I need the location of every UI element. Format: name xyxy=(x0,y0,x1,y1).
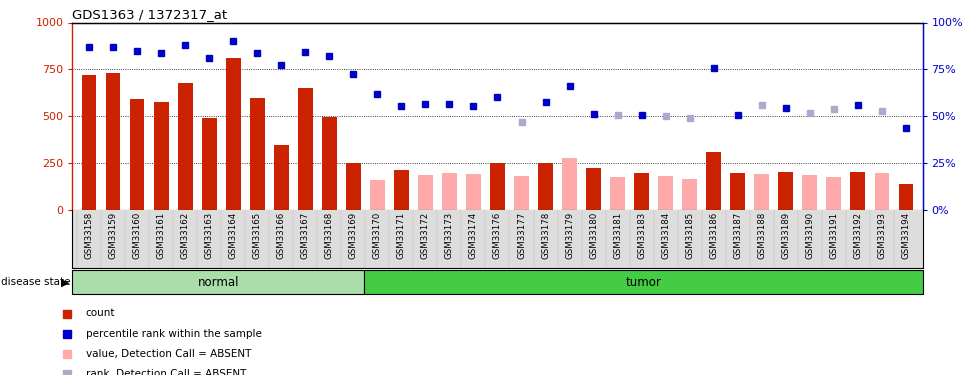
Text: GSM33165: GSM33165 xyxy=(253,212,262,259)
Bar xyxy=(467,174,481,210)
Bar xyxy=(611,177,625,210)
Bar xyxy=(803,176,817,210)
Bar xyxy=(898,184,913,210)
Text: GSM33170: GSM33170 xyxy=(373,212,382,259)
Text: GSM33181: GSM33181 xyxy=(613,212,622,259)
Bar xyxy=(72,270,364,294)
Bar xyxy=(346,163,360,210)
Bar xyxy=(562,158,577,210)
Text: GSM33159: GSM33159 xyxy=(109,212,118,259)
Bar xyxy=(364,270,923,294)
Bar xyxy=(106,73,121,210)
Bar xyxy=(659,176,672,210)
Bar xyxy=(874,172,889,210)
Text: GSM33163: GSM33163 xyxy=(205,212,213,259)
Bar xyxy=(298,88,313,210)
Bar xyxy=(155,102,168,210)
Text: GSM33172: GSM33172 xyxy=(421,212,430,259)
Bar xyxy=(754,174,769,210)
Bar xyxy=(827,177,840,210)
Bar xyxy=(850,172,865,210)
Text: GSM33186: GSM33186 xyxy=(709,212,718,259)
Text: GSM33176: GSM33176 xyxy=(493,212,502,259)
Text: GSM33184: GSM33184 xyxy=(661,212,670,259)
Text: GSM33174: GSM33174 xyxy=(469,212,478,259)
Bar xyxy=(730,173,745,210)
Text: percentile rank within the sample: percentile rank within the sample xyxy=(86,329,262,339)
Text: disease state: disease state xyxy=(1,277,71,287)
Bar xyxy=(323,117,336,210)
Bar xyxy=(442,173,457,210)
Text: GSM33158: GSM33158 xyxy=(85,212,94,259)
Text: GSM33177: GSM33177 xyxy=(517,212,526,259)
Bar xyxy=(514,176,528,210)
Text: GSM33160: GSM33160 xyxy=(132,212,142,259)
Text: GSM33178: GSM33178 xyxy=(541,212,550,259)
Text: GSM33171: GSM33171 xyxy=(397,212,406,259)
Bar xyxy=(418,176,433,210)
Text: rank, Detection Call = ABSENT: rank, Detection Call = ABSENT xyxy=(86,369,246,375)
Bar xyxy=(538,163,553,210)
Bar xyxy=(178,82,192,210)
Text: GSM33193: GSM33193 xyxy=(877,212,886,259)
Text: ▶: ▶ xyxy=(61,277,70,287)
Bar xyxy=(274,146,289,210)
Text: GSM33166: GSM33166 xyxy=(277,212,286,259)
Bar xyxy=(370,180,384,210)
Bar xyxy=(226,58,241,210)
Text: GSM33189: GSM33189 xyxy=(781,212,790,259)
Bar xyxy=(682,179,696,210)
Text: GSM33161: GSM33161 xyxy=(156,212,166,259)
Text: GSM33180: GSM33180 xyxy=(589,212,598,259)
Bar xyxy=(586,168,601,210)
Text: count: count xyxy=(86,309,115,318)
Text: GSM33168: GSM33168 xyxy=(325,212,334,259)
Text: GSM33191: GSM33191 xyxy=(829,212,838,259)
Text: normal: normal xyxy=(197,276,239,289)
Text: GSM33173: GSM33173 xyxy=(445,212,454,259)
Text: value, Detection Call = ABSENT: value, Detection Call = ABSENT xyxy=(86,349,251,359)
Bar xyxy=(394,170,409,210)
Bar xyxy=(635,173,649,210)
Text: GSM33164: GSM33164 xyxy=(229,212,238,259)
Text: GSM33190: GSM33190 xyxy=(806,212,814,259)
Text: GSM33167: GSM33167 xyxy=(300,212,310,259)
Bar xyxy=(202,118,216,210)
Bar xyxy=(491,163,504,210)
Bar xyxy=(706,152,721,210)
Text: GSM33162: GSM33162 xyxy=(181,212,189,259)
Text: GSM33194: GSM33194 xyxy=(901,212,910,259)
Bar xyxy=(250,98,265,210)
Text: GSM33185: GSM33185 xyxy=(685,212,695,259)
Text: tumor: tumor xyxy=(625,276,661,289)
Text: GSM33179: GSM33179 xyxy=(565,212,574,259)
Text: GSM33169: GSM33169 xyxy=(349,212,358,259)
Text: GSM33192: GSM33192 xyxy=(853,212,863,259)
Bar xyxy=(779,172,793,210)
Text: GSM33183: GSM33183 xyxy=(637,212,646,259)
Text: GSM33188: GSM33188 xyxy=(757,212,766,259)
Text: GSM33187: GSM33187 xyxy=(733,212,742,259)
Bar xyxy=(82,75,97,210)
Text: GDS1363 / 1372317_at: GDS1363 / 1372317_at xyxy=(72,8,228,21)
Bar xyxy=(130,99,145,210)
